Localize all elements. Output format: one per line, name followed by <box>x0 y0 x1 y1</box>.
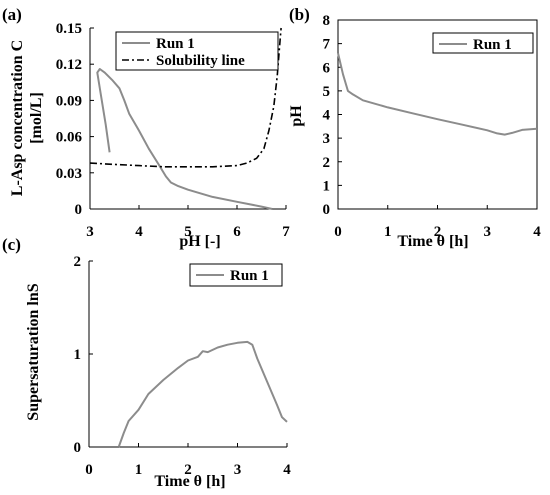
y-tick-label: 1 <box>74 347 82 363</box>
y-tick-label: 0.03 <box>56 166 82 182</box>
y-tick-label: 5 <box>323 84 331 100</box>
x-tick-label: 7 <box>282 224 290 240</box>
x-tick-label: 4 <box>283 462 291 478</box>
x-axis-label: pH [-] <box>179 233 220 250</box>
y-tick-label: 1 <box>323 178 331 194</box>
y-axis-label: L-Asp concentration C <box>9 40 26 196</box>
panel-1: (a) 3 4 5 6 7 0 0.03 0.06 0.09 0.12 0.15 pH [-] L-Asp… <box>2 5 290 250</box>
y-tick-label: 8 <box>323 13 331 29</box>
x-tick-label: 4 <box>135 224 143 240</box>
x-tick-label: 1 <box>384 224 392 240</box>
y-tick-label: 0 <box>75 202 83 218</box>
x-tick-label: 3 <box>234 462 242 478</box>
legend-box <box>189 263 283 287</box>
y-tick-label: 0 <box>74 440 82 456</box>
panel-label: (b) <box>289 5 310 24</box>
y-axis-label-unit: [mol/L] <box>28 92 45 144</box>
x-tick-label: 0 <box>85 462 93 478</box>
legend-box <box>115 31 279 71</box>
y-tick-label: 0.15 <box>56 21 82 37</box>
y-tick-label: 0.06 <box>56 130 83 146</box>
legend-label: Run 1 <box>156 36 195 52</box>
y-tick-label: 2 <box>74 254 82 270</box>
y-tick-label: 0 <box>323 202 331 218</box>
y-tick-label: 4 <box>323 108 331 124</box>
series-line-run-1 <box>96 68 273 210</box>
series-line-run-1 <box>337 52 538 136</box>
y-tick-label: 7 <box>323 37 331 53</box>
x-tick-label: 2 <box>184 462 192 478</box>
x-tick-label: 3 <box>86 224 94 240</box>
x-tick-label: 6 <box>233 224 241 240</box>
y-tick-label: 2 <box>323 155 331 171</box>
y-axis-label: Supersaturation lnS <box>25 283 42 420</box>
legend-label: Run 1 <box>230 268 269 284</box>
x-axis-label: Time θ [h] <box>397 233 468 250</box>
series-line-run-1 <box>117 340 288 448</box>
x-axis-label: Time θ [h] <box>154 473 225 490</box>
series-line-solubility-line <box>89 27 282 168</box>
panel-2: (b) 0 1 2 3 4 0 1 2 3 4 5 6 7 8 Time θ [h] pH Run 1 <box>288 5 541 250</box>
y-tick-label: 0.12 <box>56 57 82 73</box>
y-tick-label: 3 <box>323 131 331 147</box>
x-tick-label: 3 <box>484 224 492 240</box>
x-tick-label: 2 <box>434 224 442 240</box>
y-axis-label: pH <box>288 105 305 127</box>
panel-label: (a) <box>2 5 22 24</box>
legend-label: Solubility line <box>156 53 245 69</box>
x-tick-label: 1 <box>135 462 143 478</box>
x-tick-label: 4 <box>533 224 541 240</box>
x-tick-label: 5 <box>184 224 192 240</box>
x-tick-label: 0 <box>334 224 342 240</box>
y-tick-label: 6 <box>323 60 331 76</box>
legend-box <box>432 32 534 54</box>
legend-label: Run 1 <box>473 37 512 53</box>
y-tick-label: 0.09 <box>56 93 82 109</box>
panel-label: (c) <box>2 235 21 254</box>
